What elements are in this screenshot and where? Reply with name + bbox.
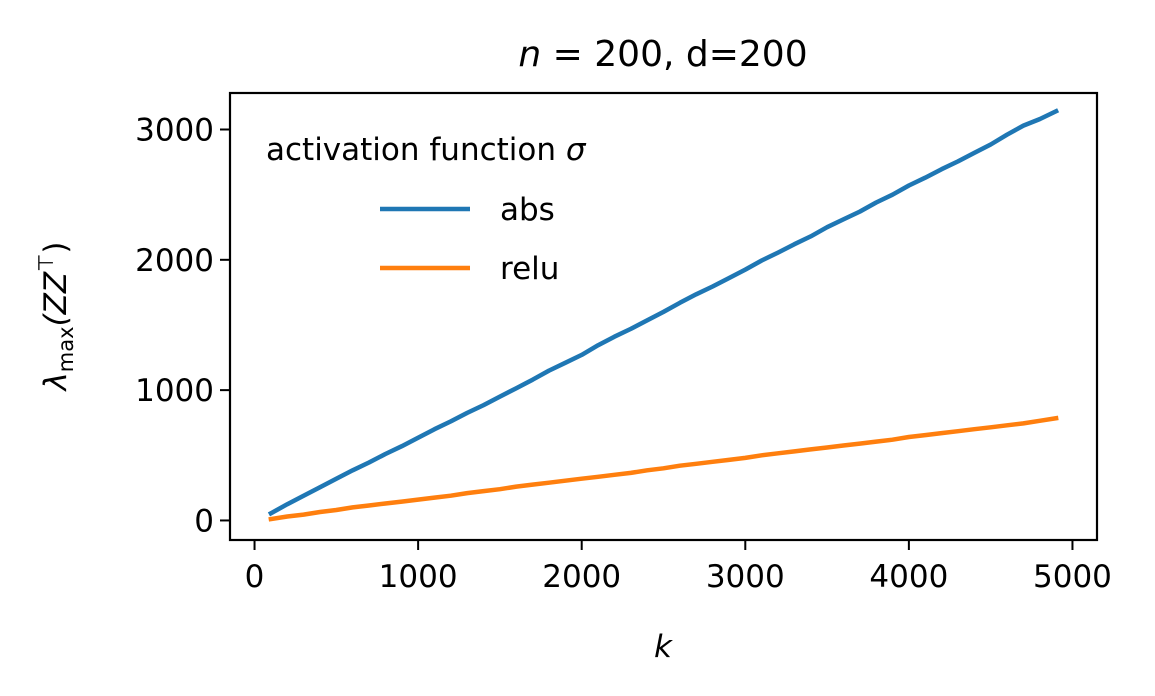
x-axis-label: k — [654, 629, 673, 665]
y-label-arg: (ZZ — [38, 271, 74, 326]
y-label-close: ) — [38, 241, 74, 253]
series-line-abs — [267, 108, 1060, 517]
x-tick-label: 5000 — [1033, 559, 1112, 595]
x-tick-label: 1000 — [379, 559, 458, 595]
legend-label-abs: abs — [500, 192, 555, 228]
x-tick-label: 4000 — [869, 559, 948, 595]
legend-title-symbol: σ — [566, 132, 587, 168]
y-tick-label: 1000 — [135, 373, 214, 409]
y-tick-label: 2000 — [135, 243, 214, 279]
y-label-sup: ⊤ — [34, 254, 58, 272]
legend-title: activation function σ — [266, 132, 587, 168]
y-tick-label: 0 — [194, 503, 214, 539]
legend-title-text: activation function — [266, 132, 566, 168]
x-tick-label: 3000 — [706, 559, 785, 595]
legend-label-relu: relu — [500, 251, 559, 287]
chart-title: n = 200, d=200 — [518, 34, 807, 75]
plot-frame — [228, 91, 1099, 542]
x-tick-label: 2000 — [542, 559, 621, 595]
series-line-relu — [268, 415, 1059, 522]
y-label-sub: max — [54, 326, 78, 372]
legend: activation function σ abs relu — [266, 132, 587, 287]
y-label-base: λ — [38, 372, 74, 392]
title-equation: = 200, d=200 — [541, 34, 807, 75]
x-tick-label: 0 — [245, 559, 265, 595]
y-tick-label: 3000 — [135, 112, 214, 148]
y-axis-label: λmax(ZZ⊤) — [34, 241, 78, 392]
title-variable: n — [518, 34, 541, 75]
